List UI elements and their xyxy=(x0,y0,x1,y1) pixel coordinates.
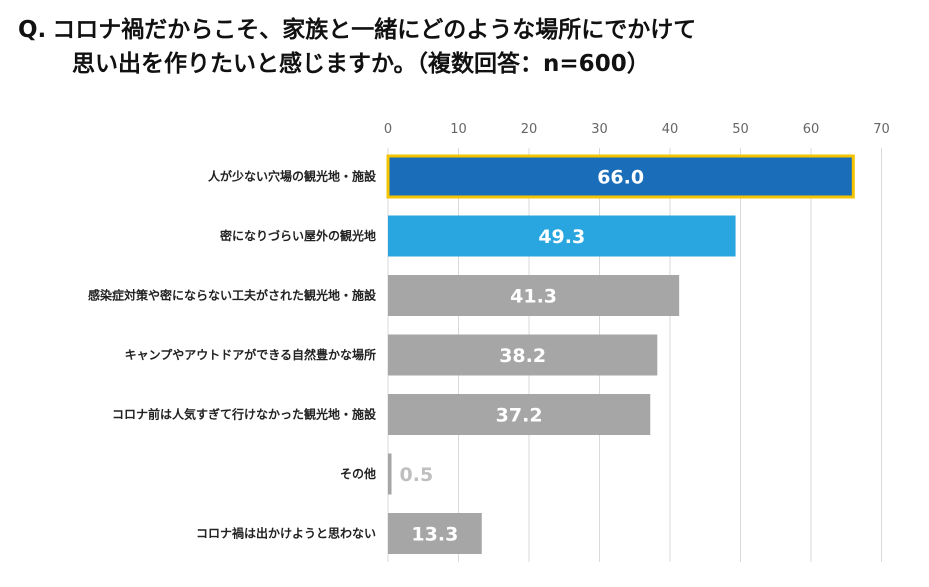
category-label: キャンプやアウトドアができる自然豊かな場所 xyxy=(125,347,376,362)
category-label: その他 xyxy=(340,466,376,481)
bar xyxy=(388,394,651,435)
data-label: 38.2 xyxy=(499,345,546,367)
bars xyxy=(386,154,855,554)
x-tick-label: 50 xyxy=(732,122,749,137)
data-label: 13.3 xyxy=(411,524,458,546)
category-label: 人が少ない穴場の観光地・施設 xyxy=(208,169,377,184)
question-marker: Q. xyxy=(18,17,47,43)
category-label: コロナ前は人気すぎて行けなかった観光地・施設 xyxy=(112,407,377,422)
x-axis-ticks: 0 10 20 30 40 50 60 70 xyxy=(384,122,890,137)
category-label: 感染症対策や密にならない工夫がされた観光地・施設 xyxy=(88,288,377,303)
x-tick-label: 70 xyxy=(873,122,890,137)
x-tick-label: 20 xyxy=(521,122,538,137)
bar xyxy=(388,453,392,495)
chart-title-line-2: 思い出を作りたいと感じますか。（複数回答：n=600） xyxy=(72,51,650,77)
category-label: 密になりづらい屋外の観光地 xyxy=(220,228,376,243)
x-tick-label: 40 xyxy=(662,122,679,137)
bar xyxy=(388,215,736,257)
category-label: コロナ禍は出かけようと思わない xyxy=(196,526,376,541)
chart-title-line-1: Q. コロナ禍だからこそ、家族と一緒にどのような場所にでかけて xyxy=(18,10,696,44)
bar xyxy=(388,513,482,554)
x-tick-label: 60 xyxy=(803,122,820,137)
bar xyxy=(386,154,855,199)
category-labels: 人が少ない穴場の観光地・施設密になりづらい屋外の観光地感染症対策や密にならない工… xyxy=(88,169,377,541)
data-label: 49.3 xyxy=(538,226,585,248)
data-label: 41.3 xyxy=(510,286,557,308)
data-label: 66.0 xyxy=(597,167,644,189)
x-tick-label: 30 xyxy=(591,122,608,137)
x-tick-label: 0 xyxy=(384,122,392,137)
bar xyxy=(388,275,680,316)
data-label: 37.2 xyxy=(496,405,543,427)
value-labels: 66.0 49.3 41.3 38.2 37.2 0.5 13.3 xyxy=(400,167,645,546)
chart-title-text-1: コロナ禍だからこそ、家族と一緒にどのような場所にでかけて xyxy=(52,17,697,43)
data-label: 0.5 xyxy=(400,464,434,486)
x-tick-label: 10 xyxy=(450,122,467,137)
bar xyxy=(388,334,658,376)
